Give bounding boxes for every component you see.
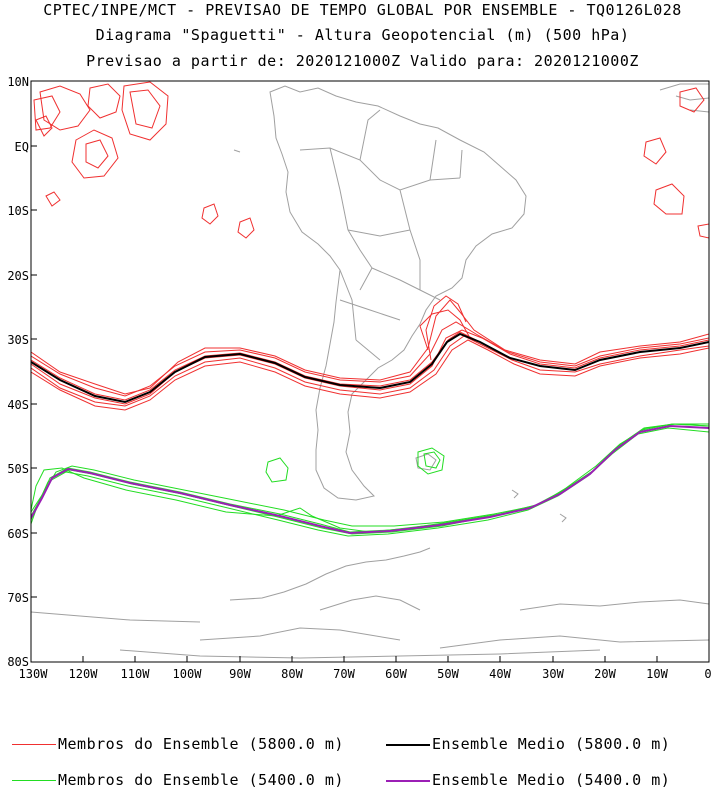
member-5800-line <box>31 331 709 401</box>
member-5800-line <box>31 299 709 395</box>
lon-label: 40W <box>489 667 511 681</box>
lat-label: 40S <box>7 398 29 412</box>
legend-mean-5800-label: Ensemble Medio (5800.0 m) <box>432 735 671 753</box>
legend-member-5400-label: Membros do Ensemble (5400.0 m) <box>58 771 344 789</box>
legend-mean-5800: Ensemble Medio (5800.0 m) <box>386 735 670 753</box>
axis-ticks <box>31 80 658 662</box>
lon-label: 110W <box>121 667 151 681</box>
lon-label: 50W <box>437 667 459 681</box>
lon-label: 10W <box>646 667 668 681</box>
ensemble-mean-5800 <box>31 332 709 404</box>
lat-label: 30S <box>7 333 29 347</box>
lat-label: 50S <box>7 462 29 476</box>
legend-member-5400: Membros do Ensemble (5400.0 m) <box>12 771 344 789</box>
lon-label: 90W <box>229 667 251 681</box>
country-borders <box>299 109 463 361</box>
lat-label: 70S <box>7 591 29 605</box>
lon-label: 120W <box>69 667 99 681</box>
member-5800-blob <box>85 139 109 169</box>
legend-green-line <box>12 780 56 781</box>
member-5800-blob <box>697 223 709 239</box>
southern-islands <box>233 149 567 523</box>
member-5800-line <box>425 295 467 361</box>
lat-label: 10N <box>7 75 29 89</box>
ensemble-members-5800 <box>31 81 709 411</box>
lat-label: 20S <box>7 269 29 283</box>
legend-black-line <box>386 743 430 746</box>
member-5800-blob <box>121 81 169 141</box>
member-5800-blob <box>71 129 119 179</box>
member-5800-line <box>31 321 709 397</box>
member-5400-line <box>31 423 709 535</box>
ensemble-mean-5400 <box>31 424 709 535</box>
lon-label: 100W <box>173 667 203 681</box>
lon-label: 30W <box>542 667 564 681</box>
member-5800-blob <box>129 89 161 129</box>
member-5800-blob <box>35 115 53 137</box>
map-area <box>31 81 709 659</box>
south-america-coast <box>269 85 527 501</box>
member-5800-line <box>419 309 471 351</box>
member-5400-line <box>31 423 709 527</box>
member-5800-blob <box>679 87 705 113</box>
lat-label: 10S <box>7 204 29 218</box>
title-line-1: CPTEC/INPE/MCT - PREVISAO DE TEMPO GLOBA… <box>43 1 682 19</box>
lon-label: 80W <box>281 667 303 681</box>
map-frame <box>30 80 710 663</box>
member-5800-line <box>31 339 709 411</box>
legend-mean-5400-label: Ensemble Medio (5400.0 m) <box>432 771 671 789</box>
legend-mean-5400: Ensemble Medio (5400.0 m) <box>386 771 670 789</box>
lon-label: 130W <box>19 667 49 681</box>
member-5800-line <box>31 329 709 405</box>
member-5800-line <box>31 335 709 407</box>
coastlines <box>31 83 709 659</box>
title-line-3: Previsao a partir de: 2020121000Z Valido… <box>86 52 639 70</box>
member-5800-blob <box>45 191 61 207</box>
member-5400-blob <box>265 457 289 483</box>
antarctica-coast <box>31 547 709 659</box>
member-5800-blob <box>33 95 61 131</box>
member-5800-blob <box>653 183 685 215</box>
title-line-2: Diagrama "Spaguetti" - Altura Geopotenci… <box>95 26 630 44</box>
member-5400-line <box>31 423 709 533</box>
lon-label: 60W <box>385 667 407 681</box>
lon-label: 70W <box>333 667 355 681</box>
lat-label: 60S <box>7 527 29 541</box>
lat-label: EQ <box>15 140 29 154</box>
member-5400-line <box>31 425 709 533</box>
member-5800-blob <box>643 137 667 165</box>
member-5400-blob <box>423 451 441 469</box>
member-5400-blob <box>417 447 445 475</box>
lon-label: 0 <box>704 667 711 681</box>
ensemble-members-5400 <box>31 423 709 537</box>
legend-red-line <box>12 744 56 745</box>
member-5800-blob <box>237 217 255 239</box>
lat-labels: 10N EQ 10S 20S 30S 40S 50S 60S 70S 80S <box>7 75 29 669</box>
member-5800-blob <box>201 203 219 225</box>
member-5400-line <box>31 427 709 537</box>
lat-label: 80S <box>7 655 29 669</box>
legend-member-5800: Membros do Ensemble (5800.0 m) <box>12 735 344 753</box>
lon-label: 20W <box>594 667 616 681</box>
legend-member-5800-label: Membros do Ensemble (5800.0 m) <box>58 735 344 753</box>
member-5800-blob <box>39 85 91 131</box>
lon-labels: 130W 120W 110W 100W 90W 80W 70W 60W 50W … <box>19 667 712 681</box>
legend-purple-line <box>386 779 430 782</box>
member-5800-blob <box>87 83 121 119</box>
